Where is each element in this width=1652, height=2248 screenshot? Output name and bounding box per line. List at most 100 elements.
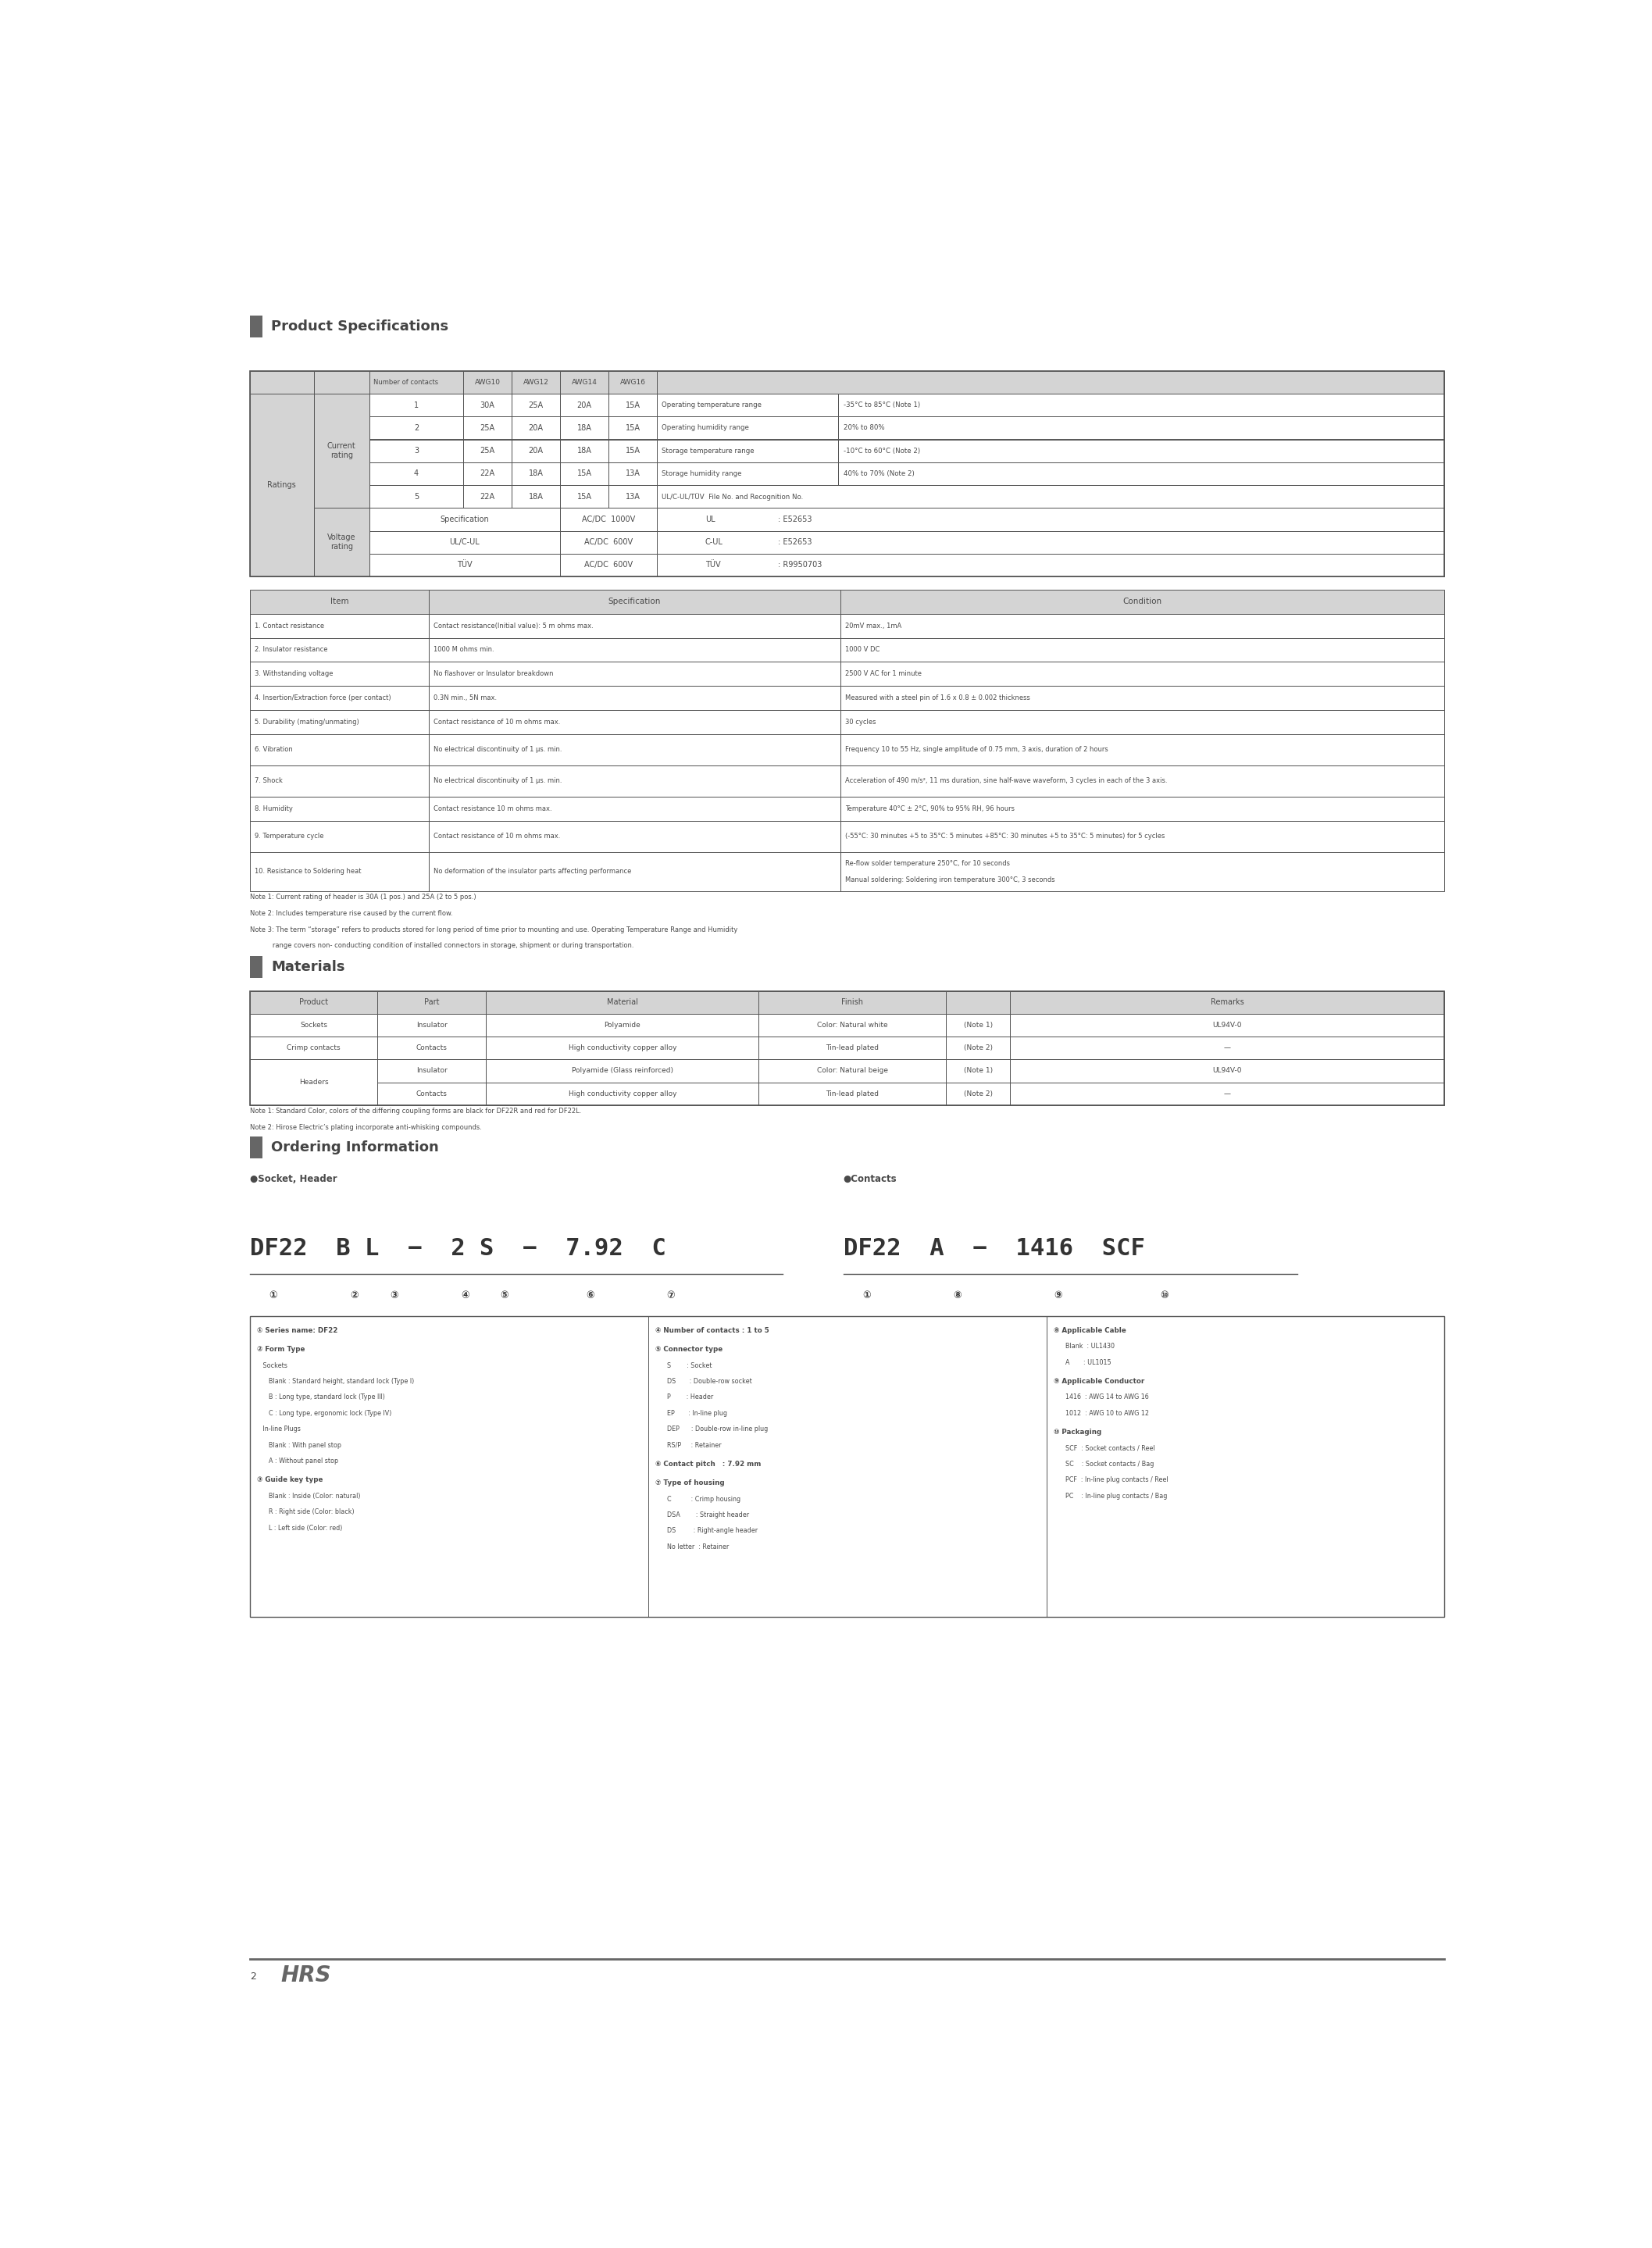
Text: 30 cycles: 30 cycles — [846, 719, 876, 726]
Bar — [512, 438, 560, 463]
Bar — [560, 393, 608, 416]
Text: 8. Humidity: 8. Humidity — [254, 805, 292, 812]
Text: ⑨: ⑨ — [1054, 1290, 1062, 1299]
Bar — [657, 531, 1444, 553]
Text: Specification: Specification — [608, 598, 661, 605]
Text: UL/C-UL: UL/C-UL — [449, 537, 479, 546]
Text: L : Left side (Color: red): L : Left side (Color: red) — [258, 1524, 342, 1531]
Text: Tin-lead plated: Tin-lead plated — [826, 1090, 879, 1097]
Bar — [608, 371, 657, 393]
Text: Operating humidity range: Operating humidity range — [662, 425, 748, 432]
Text: : R9950703: : R9950703 — [778, 562, 823, 569]
Text: ④: ④ — [461, 1290, 469, 1299]
Bar — [428, 735, 841, 764]
Text: Product Specifications: Product Specifications — [271, 319, 449, 333]
Text: UL/C-UL/TÜV  File No. and Recognition No.: UL/C-UL/TÜV File No. and Recognition No. — [662, 492, 803, 501]
Bar — [512, 463, 560, 486]
Text: 10. Resistance to Soldering heat: 10. Resistance to Soldering heat — [254, 868, 362, 874]
Text: SC    : Socket contacts / Bag: SC : Socket contacts / Bag — [1054, 1461, 1153, 1468]
Text: Sockets: Sockets — [258, 1362, 287, 1369]
Text: 18A: 18A — [577, 447, 591, 454]
Bar — [249, 955, 263, 978]
Text: Storage humidity range: Storage humidity range — [662, 470, 742, 477]
Text: -10°C to 60°C (Note 2): -10°C to 60°C (Note 2) — [843, 447, 920, 454]
Bar — [841, 661, 1444, 686]
Text: 40% to 70% (Note 2): 40% to 70% (Note 2) — [843, 470, 914, 477]
Text: UL94V-0: UL94V-0 — [1213, 1021, 1242, 1030]
Text: 6. Vibration: 6. Vibration — [254, 746, 292, 753]
Bar — [249, 852, 428, 890]
Bar — [370, 531, 560, 553]
Text: Polyamide: Polyamide — [605, 1021, 641, 1030]
Text: 25A: 25A — [481, 447, 496, 454]
Bar — [657, 371, 1444, 393]
Bar — [249, 821, 428, 852]
Bar — [249, 1059, 377, 1106]
Text: (Note 1): (Note 1) — [963, 1068, 993, 1075]
Bar — [428, 614, 841, 638]
Text: Ordering Information: Ordering Information — [271, 1140, 439, 1153]
Text: 15A: 15A — [577, 492, 591, 501]
Text: ⑥: ⑥ — [586, 1290, 595, 1299]
Bar — [249, 1036, 377, 1059]
Bar — [463, 393, 512, 416]
Text: 5. Durability (mating/unmating): 5. Durability (mating/unmating) — [254, 719, 360, 726]
Bar — [512, 486, 560, 508]
Bar — [841, 614, 1444, 638]
Text: Frequency 10 to 55 Hz, single amplitude of 0.75 mm, 3 axis, duration of 2 hours: Frequency 10 to 55 Hz, single amplitude … — [846, 746, 1108, 753]
Text: Note 1: Standard Color, colors of the differing coupling forms are black for DF2: Note 1: Standard Color, colors of the di… — [249, 1108, 582, 1115]
Bar — [841, 821, 1444, 852]
Text: ④ Number of contacts : 1 to 5: ④ Number of contacts : 1 to 5 — [656, 1326, 770, 1333]
Text: Re-flow solder temperature 250°C, for 10 seconds: Re-flow solder temperature 250°C, for 10… — [846, 861, 1009, 868]
Bar — [428, 796, 841, 821]
Bar — [428, 764, 841, 796]
Text: In-line Plugs: In-line Plugs — [258, 1425, 301, 1432]
Bar — [512, 393, 560, 416]
Bar — [249, 764, 428, 796]
Text: C          : Crimp housing: C : Crimp housing — [656, 1495, 740, 1502]
Text: Temperature 40°C ± 2°C, 90% to 95% RH, 96 hours: Temperature 40°C ± 2°C, 90% to 95% RH, 9… — [846, 805, 1014, 812]
Bar — [249, 661, 428, 686]
Bar — [947, 1036, 1009, 1059]
Bar — [657, 486, 1444, 508]
Text: No deformation of the insulator parts affecting performance: No deformation of the insulator parts af… — [433, 868, 631, 874]
Text: 15A: 15A — [624, 425, 639, 432]
Bar — [560, 553, 657, 575]
Bar — [249, 991, 1444, 1106]
Bar — [370, 438, 463, 463]
Text: 2500 V AC for 1 minute: 2500 V AC for 1 minute — [846, 670, 922, 677]
Bar — [657, 508, 1444, 531]
Text: 13A: 13A — [626, 492, 639, 501]
Text: Color: Natural beige: Color: Natural beige — [816, 1068, 887, 1075]
Text: Condition: Condition — [1123, 598, 1161, 605]
Bar — [249, 1137, 263, 1158]
Text: 1000 M ohms min.: 1000 M ohms min. — [433, 647, 494, 654]
Text: 2: 2 — [413, 425, 418, 432]
Bar — [249, 1059, 377, 1106]
Bar — [428, 821, 841, 852]
Bar — [463, 463, 512, 486]
Bar — [841, 589, 1444, 614]
Bar — [657, 393, 839, 416]
Text: (Note 2): (Note 2) — [963, 1045, 993, 1052]
Text: Part: Part — [425, 998, 439, 1007]
Bar — [841, 710, 1444, 735]
Text: Blank  : UL1430: Blank : UL1430 — [1054, 1342, 1115, 1351]
Bar — [377, 1014, 486, 1036]
Text: 18A: 18A — [529, 470, 544, 477]
Bar — [249, 710, 428, 735]
Bar — [657, 463, 839, 486]
Bar — [377, 1036, 486, 1059]
Bar — [560, 438, 608, 463]
Bar — [758, 1014, 947, 1036]
Bar — [758, 1059, 947, 1081]
Bar — [560, 531, 657, 553]
Bar — [608, 416, 657, 438]
Bar — [249, 735, 428, 764]
Bar — [839, 393, 1444, 416]
Text: 20% to 80%: 20% to 80% — [843, 425, 884, 432]
Text: Polyamide (Glass reinforced): Polyamide (Glass reinforced) — [572, 1068, 672, 1075]
Text: Tin-lead plated: Tin-lead plated — [826, 1045, 879, 1052]
Text: No letter  : Retainer: No letter : Retainer — [656, 1544, 729, 1551]
Text: 1: 1 — [415, 400, 418, 409]
